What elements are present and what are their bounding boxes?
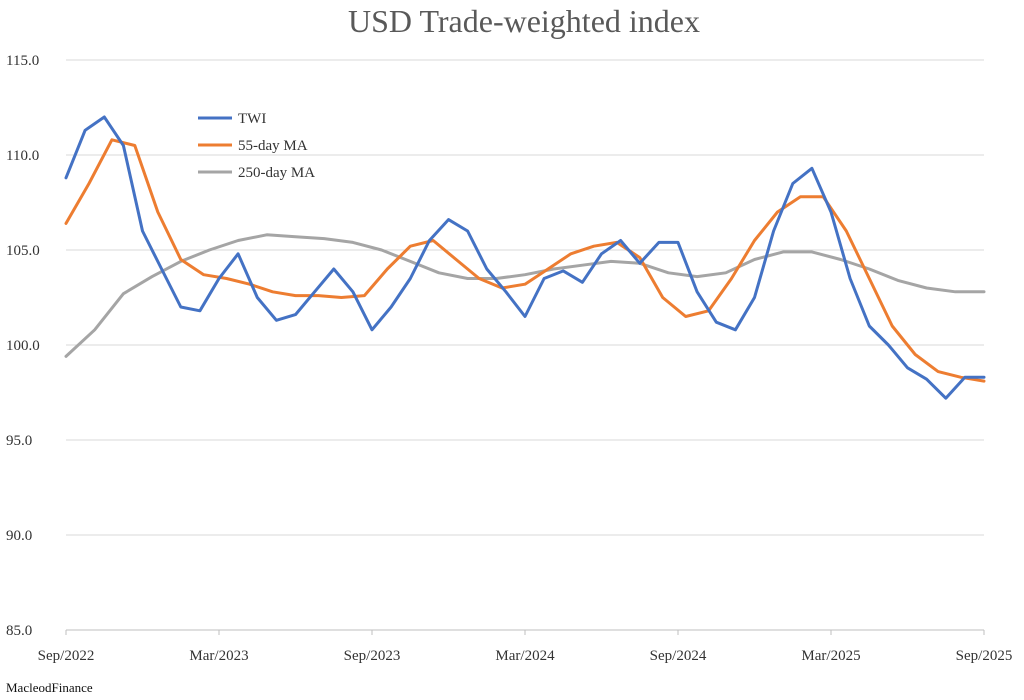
series-line-twi xyxy=(64,115,986,400)
x-tick-label: Sep/2024 xyxy=(650,648,707,664)
y-tick-label: 105.0 xyxy=(6,243,40,259)
x-tick-label: Sep/2025 xyxy=(956,648,1013,664)
source-credit: MacleodFinance xyxy=(6,680,93,695)
y-tick-label: 90.0 xyxy=(6,528,32,544)
y-tick-label: 100.0 xyxy=(6,338,40,354)
x-tick-label: Mar/2025 xyxy=(801,648,860,664)
y-tick-label: 110.0 xyxy=(6,148,39,164)
legend-label: 55-day MA xyxy=(238,138,308,154)
legend-label: 250-day MA xyxy=(238,165,315,181)
x-tick-label: Sep/2023 xyxy=(344,648,401,664)
x-tick-label: Mar/2024 xyxy=(495,648,555,664)
legend-label: TWI xyxy=(238,111,266,127)
y-tick-label: 115.0 xyxy=(6,53,39,69)
x-axis-ticks: Sep/2022 Mar/2023 Sep/2023 Mar/2024 Sep/2024… xyxy=(38,630,1013,664)
x-tick-label: Mar/2023 xyxy=(189,648,248,664)
x-tick-label: Sep/2022 xyxy=(38,648,95,664)
chart-title: USD Trade-weighted index xyxy=(348,3,700,39)
series-lines xyxy=(64,115,986,400)
y-axis-ticks: 85.0 90.0 95.0 100.0 105.0 110.0 115.0 xyxy=(6,53,40,639)
gridlines xyxy=(66,59,984,631)
legend: TWI 55-day MA 250-day MA xyxy=(198,111,315,181)
y-tick-label: 95.0 xyxy=(6,433,32,449)
y-tick-label: 85.0 xyxy=(6,623,32,639)
series-line-250-day-ma xyxy=(64,233,986,358)
